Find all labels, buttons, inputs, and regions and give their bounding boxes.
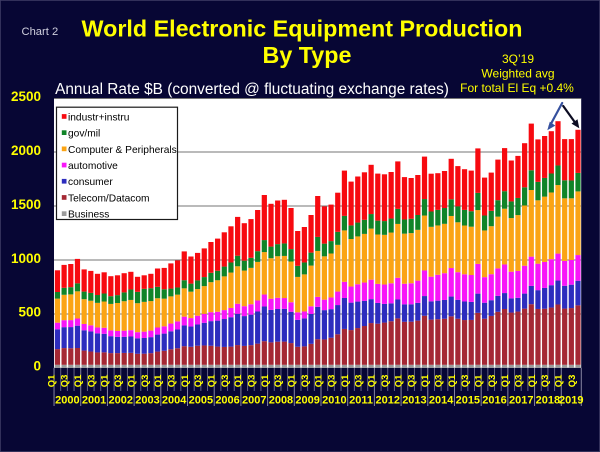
svg-text:industr+instru: industr+instru [68, 112, 129, 123]
svg-text:500: 500 [18, 305, 41, 320]
svg-text:Q1: Q1 [366, 375, 377, 388]
svg-text:Q3: Q3 [486, 375, 497, 388]
svg-text:2500: 2500 [11, 89, 41, 104]
svg-text:Q1: Q1 [72, 375, 83, 388]
svg-text:Q3: Q3 [352, 375, 363, 388]
svg-text:2003: 2003 [135, 395, 159, 407]
svg-text:By Type: By Type [263, 42, 352, 68]
svg-text:For total El Eq +0.4%: For total El Eq +0.4% [460, 81, 574, 95]
svg-text:World Electronic Equipment Pro: World Electronic Equipment Production [82, 16, 523, 42]
svg-text:Q3: Q3 [192, 375, 203, 388]
svg-text:Q1: Q1 [553, 375, 564, 388]
svg-text:0: 0 [33, 359, 41, 374]
svg-text:Q1: Q1 [45, 375, 56, 388]
svg-text:2000: 2000 [11, 143, 41, 158]
svg-text:2008: 2008 [269, 395, 293, 407]
svg-text:Q3: Q3 [112, 375, 123, 388]
svg-text:Chart 2: Chart 2 [22, 26, 59, 38]
svg-text:2002: 2002 [109, 395, 133, 407]
svg-text:Q3: Q3 [432, 375, 443, 388]
svg-text:gov/mil: gov/mil [68, 129, 100, 140]
svg-text:Q3: Q3 [139, 375, 150, 388]
svg-text:Q3: Q3 [326, 375, 337, 388]
svg-text:2004: 2004 [162, 395, 187, 407]
svg-text:consumer: consumer [68, 177, 113, 188]
svg-text:2011: 2011 [349, 395, 373, 407]
svg-text:Q3: Q3 [566, 375, 577, 388]
svg-text:Computer & Peripherals: Computer & Peripherals [68, 145, 177, 156]
svg-text:Q1: Q1 [472, 375, 483, 388]
svg-text:Q1: Q1 [259, 375, 270, 388]
svg-text:2006: 2006 [215, 395, 239, 407]
svg-text:Q3: Q3 [379, 375, 390, 388]
svg-text:Q1: Q1 [99, 375, 110, 388]
svg-text:2017: 2017 [509, 395, 533, 407]
svg-text:2019: 2019 [559, 395, 583, 407]
svg-text:Q3: Q3 [459, 375, 470, 388]
svg-text:Annual Rate $B (converted @ fl: Annual Rate $B (converted @ fluctuating … [55, 81, 449, 98]
svg-text:Telecom/Datacom: Telecom/Datacom [68, 193, 150, 204]
svg-text:Business: Business [68, 210, 109, 221]
svg-text:2018: 2018 [536, 395, 560, 407]
svg-text:Q3: Q3 [165, 375, 176, 388]
svg-text:Q1: Q1 [499, 375, 510, 388]
svg-text:2013: 2013 [402, 395, 426, 407]
svg-text:Q1: Q1 [419, 375, 430, 388]
svg-text:Q1: Q1 [232, 375, 243, 388]
svg-text:Weighted avg: Weighted avg [481, 67, 554, 81]
svg-text:Q3: Q3 [539, 375, 550, 388]
svg-text:2015: 2015 [456, 395, 480, 407]
svg-text:2005: 2005 [189, 395, 213, 407]
svg-text:Q3: Q3 [299, 375, 310, 388]
svg-text:2012: 2012 [375, 395, 399, 407]
svg-text:Q1: Q1 [206, 375, 217, 388]
svg-text:Q1: Q1 [339, 375, 350, 388]
svg-text:Q3: Q3 [59, 375, 70, 388]
svg-text:Q1: Q1 [392, 375, 403, 388]
svg-text:Q1: Q1 [446, 375, 457, 388]
svg-text:Q1: Q1 [179, 375, 190, 388]
svg-text:Q1: Q1 [152, 375, 163, 388]
svg-text:Q3: Q3 [219, 375, 230, 388]
svg-text:Q3: Q3 [513, 375, 524, 388]
svg-text:Q3: Q3 [272, 375, 283, 388]
svg-text:2016: 2016 [482, 395, 506, 407]
svg-text:1500: 1500 [11, 197, 41, 212]
svg-text:Q1: Q1 [526, 375, 537, 388]
svg-text:automotive: automotive [68, 161, 118, 172]
svg-text:2000: 2000 [55, 395, 79, 407]
svg-text:Q3: Q3 [406, 375, 417, 388]
svg-text:Q1: Q1 [286, 375, 297, 388]
svg-text:2001: 2001 [82, 395, 106, 407]
svg-text:3Q’19: 3Q’19 [502, 52, 534, 66]
svg-text:Q3: Q3 [246, 375, 257, 388]
svg-text:2009: 2009 [295, 395, 319, 407]
svg-text:2014: 2014 [429, 395, 454, 407]
svg-text:Q1: Q1 [312, 375, 323, 388]
svg-text:2007: 2007 [242, 395, 266, 407]
svg-text:Q3: Q3 [85, 375, 96, 388]
svg-text:2010: 2010 [322, 395, 346, 407]
svg-text:Q1: Q1 [125, 375, 136, 388]
svg-text:1000: 1000 [11, 251, 41, 266]
